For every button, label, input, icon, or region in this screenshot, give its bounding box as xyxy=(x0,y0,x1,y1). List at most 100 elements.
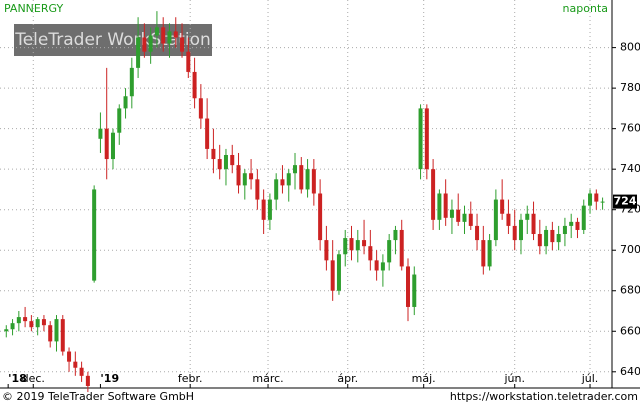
candle-body xyxy=(305,169,310,190)
candle-body xyxy=(293,165,298,174)
candle-body xyxy=(412,274,417,307)
candle-body xyxy=(468,213,473,226)
candle-body xyxy=(186,51,191,72)
y-tick-label: 760 xyxy=(620,122,640,135)
candle-body xyxy=(280,179,285,186)
candle-body xyxy=(261,199,266,220)
candle-body xyxy=(136,37,141,68)
candle-body xyxy=(437,193,442,220)
candle-body xyxy=(274,179,279,200)
candle-body xyxy=(60,319,65,352)
candle-body xyxy=(355,240,360,251)
candle-body xyxy=(362,240,367,247)
candle-body xyxy=(550,229,555,243)
candle-body xyxy=(424,108,429,170)
candle-body xyxy=(456,209,461,222)
candle-body xyxy=(117,108,122,133)
candle-body xyxy=(255,179,260,200)
candle-body xyxy=(167,31,172,44)
x-tick-label: febr. xyxy=(178,372,203,385)
candle-body xyxy=(387,240,392,263)
candle-body xyxy=(518,219,523,241)
candle-body xyxy=(449,209,454,218)
x-tick-label: jún. xyxy=(503,372,525,385)
candle-body xyxy=(487,240,492,267)
footer-left: © 2019 TeleTrader Software GmbH xyxy=(2,390,194,403)
last-value-box xyxy=(613,194,637,209)
candle-body xyxy=(129,67,134,97)
candle-body xyxy=(67,351,72,362)
y-tick-label: 700 xyxy=(620,243,640,256)
candle-body xyxy=(512,225,517,241)
candle-body xyxy=(311,169,316,194)
candle-body xyxy=(286,173,291,186)
candle-body xyxy=(104,128,109,160)
x-tick-label: dec. xyxy=(22,372,45,385)
candle-body xyxy=(85,375,90,386)
candle-body xyxy=(29,321,34,328)
candle-body xyxy=(41,319,46,326)
x-tick-label: '18 xyxy=(8,372,27,385)
last-value-label: 724 xyxy=(614,195,637,208)
candle-body xyxy=(506,213,511,226)
candle-body xyxy=(562,225,567,235)
candle-body xyxy=(23,317,28,322)
candle-body xyxy=(217,159,222,170)
candle-body xyxy=(180,37,185,52)
candle-body xyxy=(10,323,15,330)
candle-body xyxy=(431,169,436,220)
candle-body xyxy=(330,260,335,291)
candle-body xyxy=(588,193,593,206)
candle-body xyxy=(98,128,103,139)
x-tick-label: '19 xyxy=(100,372,119,385)
candle-body xyxy=(393,229,398,241)
candle-body xyxy=(581,205,586,230)
candle-body xyxy=(211,148,216,160)
candle-body xyxy=(123,96,128,109)
candle-body xyxy=(462,213,467,222)
candle-body xyxy=(380,262,385,271)
candle-body xyxy=(205,118,210,149)
candle-body xyxy=(16,317,21,324)
candle-body xyxy=(481,240,486,267)
candle-body xyxy=(223,154,228,170)
watermark-box xyxy=(14,24,212,56)
candle-body xyxy=(236,165,241,186)
candle-body xyxy=(324,240,329,261)
candle-body xyxy=(368,246,373,261)
candle-body xyxy=(575,221,580,230)
candle-body xyxy=(343,238,348,255)
candle-body xyxy=(349,238,354,251)
candle-body xyxy=(318,193,323,241)
period-label: naponta xyxy=(563,2,608,15)
candle-body xyxy=(544,229,549,247)
candle-body xyxy=(299,165,304,190)
candle-body xyxy=(48,325,53,342)
candle-body xyxy=(148,35,153,52)
x-tick-label: júl. xyxy=(581,372,599,385)
candle-body xyxy=(249,173,254,180)
candle-body xyxy=(525,213,530,220)
footer-right: https://workstation.teletrader.com xyxy=(450,390,638,403)
y-tick-label: 780 xyxy=(620,81,640,94)
candle-body xyxy=(79,367,84,376)
candle-body xyxy=(418,108,423,170)
y-tick-label: 800 xyxy=(620,41,640,54)
candle-body xyxy=(4,329,9,332)
candle-body xyxy=(336,254,341,291)
candle-body xyxy=(443,193,448,218)
y-tick-label: 740 xyxy=(620,162,640,175)
x-tick-label: máj. xyxy=(412,372,436,385)
candle-body xyxy=(556,234,561,243)
candle-body xyxy=(600,201,605,203)
candle-body xyxy=(192,71,197,99)
candle-body xyxy=(406,266,410,307)
candle-body xyxy=(242,173,247,186)
candle-body xyxy=(500,199,505,214)
candle-body xyxy=(230,154,235,166)
candle-body xyxy=(531,213,536,235)
candle-body xyxy=(374,260,379,271)
candle-body xyxy=(173,31,178,38)
candle-body xyxy=(267,199,272,220)
